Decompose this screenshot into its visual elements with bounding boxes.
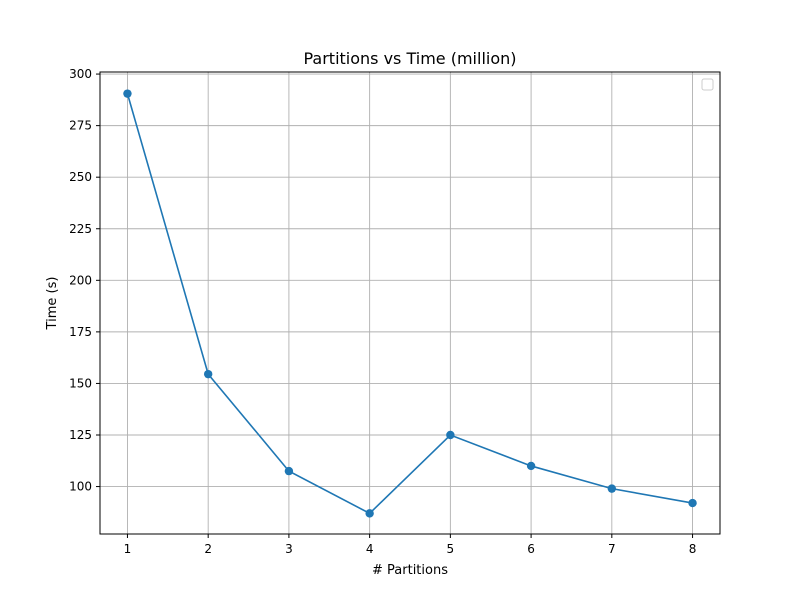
y-tick-label: 125 — [69, 428, 92, 442]
y-tick-label: 250 — [69, 170, 92, 184]
series-line — [126, 93, 693, 515]
y-tick-label: 100 — [69, 480, 92, 494]
y-tick-label: 300 — [69, 67, 92, 81]
data-point — [365, 509, 374, 518]
y-axis-label: Time (s) — [45, 277, 60, 331]
x-tick-label: 1 — [124, 542, 132, 556]
x-tick-label: 2 — [204, 542, 212, 556]
series-layer — [123, 89, 697, 518]
chart-title: Partitions vs Time (million) — [303, 49, 516, 68]
y-tick-label: 200 — [69, 273, 92, 287]
data-point — [284, 466, 294, 476]
x-tick-label: 8 — [689, 542, 697, 556]
x-tick-label: 4 — [366, 542, 374, 556]
x-tick-label: 6 — [527, 542, 535, 556]
data-point — [123, 89, 132, 98]
grid-layer — [100, 72, 720, 534]
y-tick-label: 275 — [69, 119, 92, 133]
x-tick-label: 3 — [285, 542, 293, 556]
data-point — [688, 498, 697, 508]
data-point — [446, 430, 455, 440]
plot-frame — [99, 71, 721, 535]
data-point — [203, 369, 213, 379]
data-point — [607, 484, 617, 493]
x-tick-label: 5 — [447, 542, 455, 556]
y-tick-label: 150 — [69, 376, 92, 390]
ticks-layer: 1 2 3 4 5 6 7 8 100 125 150 175 200 225 250 275 300 — [69, 67, 696, 556]
y-tick-label: 225 — [69, 222, 92, 236]
data-point — [526, 461, 536, 471]
x-tick-label: 7 — [608, 542, 616, 556]
x-axis-label: # Partitions — [372, 563, 448, 578]
y-tick-label: 175 — [69, 325, 92, 339]
legend-box — [701, 78, 714, 91]
